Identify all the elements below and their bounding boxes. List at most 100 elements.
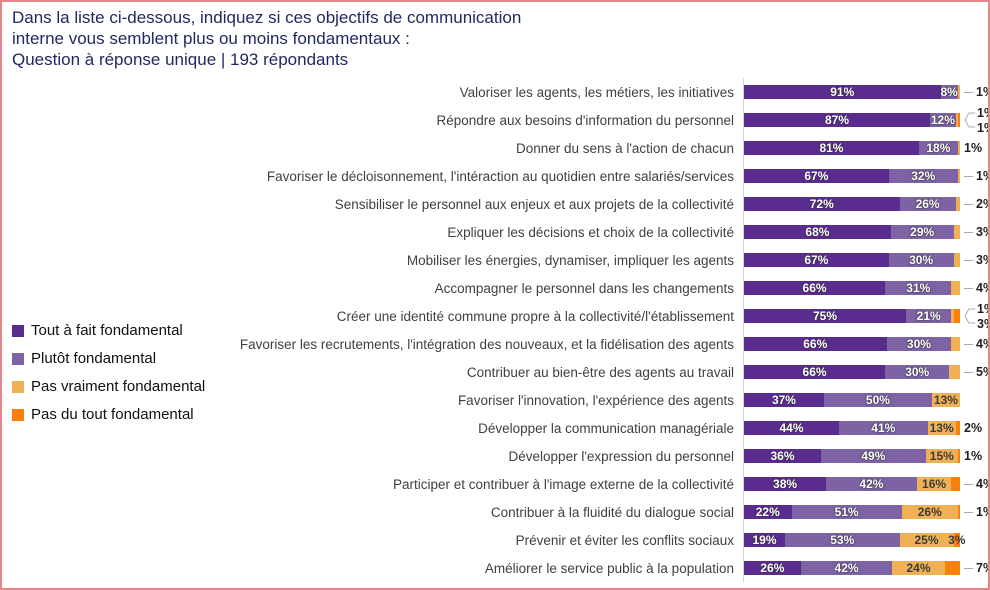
outside-value-label: 4% bbox=[976, 337, 988, 351]
bar-segment-tout-a-fait-fondamental: 36% bbox=[744, 449, 821, 463]
leader-line bbox=[964, 511, 973, 513]
outside-value-label: 3% bbox=[976, 253, 988, 267]
chart-row: Sensibiliser le personnel aux enjeux et … bbox=[10, 190, 988, 218]
bar-zone: 67% 30% bbox=[743, 246, 961, 274]
segment-value-label: 32% bbox=[911, 169, 936, 183]
bar-segment-tout-a-fait-fondamental: 66% bbox=[744, 281, 886, 295]
category-label: Mobiliser les énergies, dynamiser, impli… bbox=[406, 252, 734, 268]
segment-value-label: 41% bbox=[871, 421, 896, 435]
segment-value-label: 42% bbox=[834, 561, 859, 575]
legend-label: Pas du tout fondamental bbox=[31, 406, 194, 423]
bar-segment-pas-du-tout-fondamental bbox=[957, 505, 960, 519]
stacked-bar: 75% 21% bbox=[744, 309, 960, 323]
segment-value-label: 30% bbox=[906, 337, 931, 351]
bar-segment-plutot-fondamental: 31% bbox=[885, 281, 952, 295]
legend-swatch-icon bbox=[12, 324, 24, 337]
bar-zone: 81% 18% bbox=[743, 134, 961, 162]
bar-segment-pas-vraiment-fondamental bbox=[953, 253, 960, 267]
stacked-bar: 26% 42% 24% bbox=[744, 561, 960, 575]
bar-segment-pas-vraiment-fondamental: 13% bbox=[927, 421, 956, 435]
stacked-bar: 66% 31% bbox=[744, 281, 960, 295]
segment-value-label: 68% bbox=[805, 225, 830, 239]
segment-value-label: 30% bbox=[905, 365, 930, 379]
category-label: Prévenir et éviter les conflits sociaux bbox=[515, 532, 734, 548]
legend-label: Plutôt fondamental bbox=[31, 350, 157, 367]
segment-value-label: 38% bbox=[773, 477, 798, 491]
chart-row: Contribuer à la fluidité du dialogue soc… bbox=[10, 498, 988, 526]
segment-value-label: 18% bbox=[926, 141, 951, 155]
segment-value-label: 49% bbox=[861, 449, 886, 463]
outside-labels: 3% bbox=[964, 225, 988, 239]
leader-line bbox=[964, 371, 973, 373]
outside-value-label: 1% bbox=[977, 301, 988, 316]
outside-value-label: 1% bbox=[976, 85, 988, 99]
bar-segment-tout-a-fait-fondamental: 91% bbox=[744, 85, 941, 99]
chart-row: Améliorer le service public à la populat… bbox=[10, 554, 988, 582]
segment-value-label: 16% bbox=[922, 477, 947, 491]
bar-segment-plutot-fondamental: 51% bbox=[791, 505, 902, 519]
bar-segment-tout-a-fait-fondamental: 22% bbox=[744, 505, 792, 519]
chart-row: Créer une identité commune propre à la c… bbox=[10, 301, 988, 331]
bar-zone: 68% 29% bbox=[743, 218, 961, 246]
bar-segment-plutot-fondamental: 12% bbox=[930, 113, 956, 127]
outside-labels: 2% bbox=[964, 197, 988, 211]
bar-segment-pas-du-tout-fondamental bbox=[955, 421, 960, 435]
segment-value-label: 8% bbox=[940, 85, 958, 99]
leader-line bbox=[964, 231, 973, 233]
title-line-1: Dans la liste ci-dessous, indiquez si ce… bbox=[12, 8, 522, 27]
category-label: Créer une identité commune propre à la c… bbox=[336, 308, 734, 324]
stacked-bar-chart: Valoriser les agents, les métiers, les i… bbox=[10, 78, 988, 582]
category-label: Développer la communication managériale bbox=[478, 420, 734, 436]
leader-elbow-line bbox=[964, 112, 975, 128]
stacked-bar: 19% 53% 25% 3% bbox=[744, 533, 965, 547]
title-line-2: interne vous semblent plus ou moins fond… bbox=[12, 29, 410, 48]
legend-item-pas-du-tout-fondamental: Pas du tout fondamental bbox=[12, 406, 205, 423]
bar-segment-plutot-fondamental: 26% bbox=[899, 197, 956, 211]
segment-value-label: 25% bbox=[914, 533, 939, 547]
category-label: Favoriser les recrutements, l'intégratio… bbox=[239, 336, 734, 352]
bar-segment-pas-du-tout-fondamental bbox=[957, 449, 960, 463]
bar-segment-pas-vraiment-fondamental bbox=[957, 141, 960, 155]
bar-segment-pas-du-tout-fondamental bbox=[944, 561, 960, 575]
bar-segment-plutot-fondamental: 30% bbox=[886, 337, 952, 351]
legend-label: Tout à fait fondamental bbox=[31, 322, 183, 339]
outside-value-label: 2% bbox=[964, 421, 983, 435]
segment-value-label: 50% bbox=[865, 393, 890, 407]
outside-labels: 2% bbox=[964, 421, 982, 435]
chart-row: Mobiliser les énergies, dynamiser, impli… bbox=[10, 246, 988, 274]
chart-row: Répondre aux besoins d'information du pe… bbox=[10, 106, 988, 135]
outside-labels: 3% bbox=[964, 253, 988, 267]
outside-labels: 4% bbox=[964, 337, 988, 351]
segment-value-label: 30% bbox=[909, 253, 934, 267]
title-line-3: Question à réponse unique | 193 répondan… bbox=[12, 50, 349, 69]
bar-zone: 26% 42% 24% bbox=[743, 554, 961, 582]
stacked-outside-labels: 1%1% bbox=[977, 106, 988, 135]
bar-segment-pas-vraiment-fondamental bbox=[951, 337, 960, 351]
segment-value-label: 24% bbox=[906, 561, 931, 575]
chart-rows: Valoriser les agents, les métiers, les i… bbox=[10, 78, 988, 582]
bar-segment-pas-vraiment-fondamental bbox=[951, 281, 960, 295]
bar-segment-plutot-fondamental: 49% bbox=[820, 449, 926, 463]
bar-segment-plutot-fondamental: 18% bbox=[918, 141, 958, 155]
legend-swatch-icon bbox=[12, 380, 24, 393]
chart-row: Participer et contribuer à l'image exter… bbox=[10, 470, 988, 498]
segment-value-label: 67% bbox=[804, 169, 829, 183]
bar-zone: 19% 53% 25% 3% bbox=[743, 526, 965, 554]
bar-zone: 37% 50% 13% bbox=[743, 386, 961, 414]
chart-row: Donner du sens à l'action de chacun 81% 18… bbox=[10, 134, 988, 162]
chart-row: Accompagner le personnel dans les change… bbox=[10, 274, 988, 302]
bar-segment-plutot-fondamental: 42% bbox=[826, 477, 917, 491]
segment-value-label: 75% bbox=[812, 309, 838, 323]
outside-value-label: 1% bbox=[976, 505, 988, 519]
bar-segment-pas-vraiment-fondamental bbox=[949, 365, 960, 379]
bar-segment-tout-a-fait-fondamental: 19% bbox=[744, 533, 786, 547]
bar-segment-plutot-fondamental: 42% bbox=[800, 561, 893, 575]
stacked-bar: 91% 8% bbox=[744, 85, 960, 99]
leader-line bbox=[964, 567, 973, 569]
stacked-bar: 87% 12% bbox=[744, 113, 960, 127]
category-label: Donner du sens à l'action de chacun bbox=[516, 140, 734, 156]
category-label: Développer l'expression du personnel bbox=[508, 448, 734, 464]
segment-value-label: 87% bbox=[825, 113, 850, 127]
outside-value-label: 3% bbox=[977, 316, 988, 331]
